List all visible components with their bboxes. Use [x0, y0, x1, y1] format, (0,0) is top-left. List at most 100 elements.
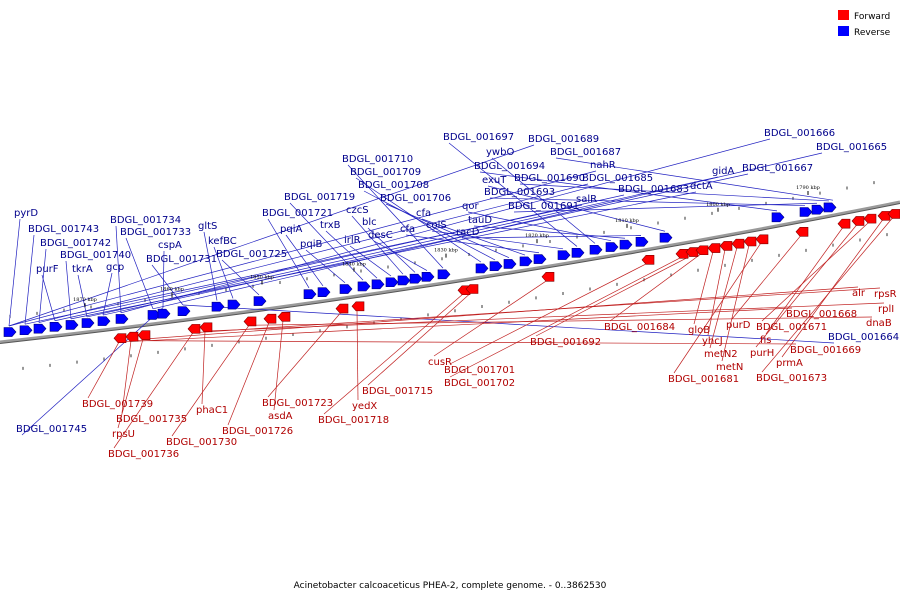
- reverse-gene-label[interactable]: BDGL_001740: [60, 250, 131, 261]
- forward-gene-label[interactable]: gloB: [688, 325, 710, 336]
- reverse-gene-arrow[interactable]: [33, 323, 47, 334]
- reverse-gene-label[interactable]: BDGL_001665: [816, 142, 887, 153]
- forward-gene-arrow[interactable]: [837, 218, 851, 229]
- reverse-gene-label[interactable]: tauD: [468, 215, 492, 226]
- forward-gene-label[interactable]: BDGL_001669: [790, 345, 861, 356]
- reverse-gene-label[interactable]: gcp: [106, 262, 124, 273]
- forward-gene-arrow[interactable]: [743, 236, 757, 247]
- reverse-gene-arrow[interactable]: [489, 261, 503, 271]
- forward-gene-label[interactable]: phaC1: [196, 405, 228, 416]
- reverse-gene-arrow[interactable]: [385, 277, 399, 288]
- reverse-gene-label[interactable]: BDGL_001694: [474, 161, 545, 172]
- reverse-gene-arrow[interactable]: [81, 318, 95, 328]
- reverse-gene-label[interactable]: blc: [362, 217, 377, 228]
- reverse-gene-arrow[interactable]: [65, 320, 79, 330]
- reverse-gene-arrow[interactable]: [49, 322, 63, 332]
- reverse-gene-arrow[interactable]: [635, 237, 649, 247]
- forward-gene-label[interactable]: rpsR: [874, 289, 897, 300]
- reverse-gene-arrow[interactable]: [339, 284, 353, 294]
- forward-gene-arrow[interactable]: [755, 234, 769, 245]
- forward-gene-label[interactable]: asdA: [268, 411, 293, 422]
- reverse-gene-arrow[interactable]: [357, 281, 371, 292]
- reverse-gene-arrow[interactable]: [571, 247, 585, 258]
- forward-gene-label[interactable]: BDGL_001726: [222, 426, 293, 437]
- reverse-gene-arrow[interactable]: [211, 301, 225, 312]
- reverse-gene-arrow[interactable]: [659, 232, 673, 243]
- reverse-gene-arrow[interactable]: [475, 263, 489, 274]
- reverse-gene-label[interactable]: BDGL_001687: [550, 147, 621, 158]
- reverse-gene-label[interactable]: pqiB: [300, 239, 322, 250]
- reverse-gene-label[interactable]: BDGL_001708: [358, 180, 429, 191]
- reverse-gene-arrow[interactable]: [437, 269, 451, 280]
- reverse-gene-label[interactable]: cfa: [416, 208, 431, 219]
- reverse-gene-label[interactable]: BDGL_001733: [120, 227, 191, 238]
- reverse-gene-label[interactable]: ywbO: [486, 147, 514, 158]
- reverse-gene-label[interactable]: BDGL_001742: [40, 238, 111, 249]
- forward-gene-label[interactable]: BDGL_001681: [668, 374, 739, 385]
- reverse-gene-label[interactable]: BDGL_001709: [350, 167, 421, 178]
- forward-gene-label[interactable]: BDGL_001718: [318, 415, 389, 426]
- reverse-gene-label[interactable]: racD: [456, 227, 480, 238]
- reverse-gene-label[interactable]: qor: [462, 201, 479, 212]
- reverse-gene-label[interactable]: gidA: [712, 166, 734, 177]
- reverse-gene-label[interactable]: BDGL_001691: [508, 201, 579, 212]
- forward-gene-label[interactable]: BDGL_001702: [444, 378, 515, 389]
- reverse-gene-label[interactable]: BDGL_001725: [216, 249, 287, 260]
- forward-gene-label[interactable]: yedX: [352, 401, 377, 412]
- reverse-gene-arrow[interactable]: [533, 254, 547, 264]
- forward-gene-label[interactable]: BDGL_001739: [82, 399, 153, 410]
- forward-gene-label[interactable]: BDGL_001692: [530, 337, 601, 348]
- forward-gene-arrow[interactable]: [641, 255, 655, 265]
- reverse-gene-arrow[interactable]: [557, 250, 571, 260]
- reverse-gene-label[interactable]: BDGL_001721: [262, 208, 333, 219]
- forward-gene-label[interactable]: fis: [760, 335, 772, 346]
- reverse-gene-label[interactable]: BDGL_001743: [28, 224, 99, 235]
- forward-gene-label[interactable]: yhcJ: [702, 336, 723, 347]
- forward-gene-label[interactable]: rplI: [878, 304, 894, 315]
- reverse-gene-label[interactable]: BDGL_001734: [110, 215, 181, 226]
- forward-gene-arrow[interactable]: [731, 238, 745, 249]
- forward-gene-label[interactable]: alr: [852, 288, 866, 299]
- reverse-gene-label[interactable]: BDGL_001667: [742, 163, 813, 174]
- forward-gene-label[interactable]: BDGL_001684: [604, 322, 675, 333]
- reverse-gene-label[interactable]: BDGL_001689: [528, 134, 599, 145]
- reverse-gene-arrow[interactable]: [115, 314, 129, 324]
- reverse-gene-arrow[interactable]: [157, 308, 171, 319]
- forward-gene-label[interactable]: prmA: [776, 358, 803, 369]
- reverse-gene-label[interactable]: trxB: [320, 220, 341, 231]
- forward-gene-label[interactable]: rpsU: [112, 429, 135, 440]
- reverse-gene-label[interactable]: pqiA: [280, 224, 302, 235]
- reverse-gene-label[interactable]: cfa: [400, 224, 415, 235]
- forward-gene-arrow[interactable]: [877, 211, 891, 221]
- reverse-gene-arrow[interactable]: [503, 259, 517, 269]
- forward-gene-label[interactable]: BDGL_001701: [444, 365, 515, 376]
- reverse-gene-label[interactable]: BDGL_001697: [443, 132, 514, 143]
- forward-gene-label[interactable]: metN: [716, 362, 743, 373]
- reverse-gene-label[interactable]: BDGL_001719: [284, 192, 355, 203]
- reverse-gene-arrow[interactable]: [317, 287, 331, 297]
- forward-gene-arrow[interactable]: [675, 249, 689, 259]
- forward-gene-arrow[interactable]: [277, 311, 291, 322]
- reverse-gene-arrow[interactable]: [227, 299, 241, 310]
- forward-gene-arrow[interactable]: [795, 226, 809, 237]
- reverse-gene-label[interactable]: colS: [426, 220, 447, 231]
- reverse-gene-arrow[interactable]: [421, 272, 435, 282]
- forward-gene-arrow[interactable]: [695, 245, 709, 256]
- reverse-gene-label[interactable]: BDGL_001685: [582, 173, 653, 184]
- forward-gene-arrow[interactable]: [707, 243, 721, 253]
- forward-gene-arrow[interactable]: [465, 284, 479, 294]
- forward-gene-arrow[interactable]: [863, 213, 877, 224]
- reverse-gene-label[interactable]: exuT: [482, 175, 507, 186]
- forward-gene-arrow[interactable]: [685, 247, 699, 257]
- forward-gene-label[interactable]: BDGL_001723: [262, 398, 333, 409]
- reverse-gene-arrow[interactable]: [823, 202, 837, 213]
- reverse-gene-label[interactable]: BDGL_001706: [380, 193, 451, 204]
- forward-gene-label[interactable]: dnaB: [866, 318, 892, 329]
- reverse-gene-label[interactable]: czcS: [346, 205, 369, 216]
- reverse-gene-arrow[interactable]: [3, 327, 17, 337]
- reverse-gene-label[interactable]: salR: [576, 194, 597, 205]
- reverse-gene-label[interactable]: kefBC: [208, 236, 237, 247]
- reverse-gene-arrow[interactable]: [303, 289, 317, 299]
- reverse-gene-label[interactable]: pyrD: [14, 208, 38, 219]
- forward-gene-label[interactable]: cusR: [428, 357, 452, 368]
